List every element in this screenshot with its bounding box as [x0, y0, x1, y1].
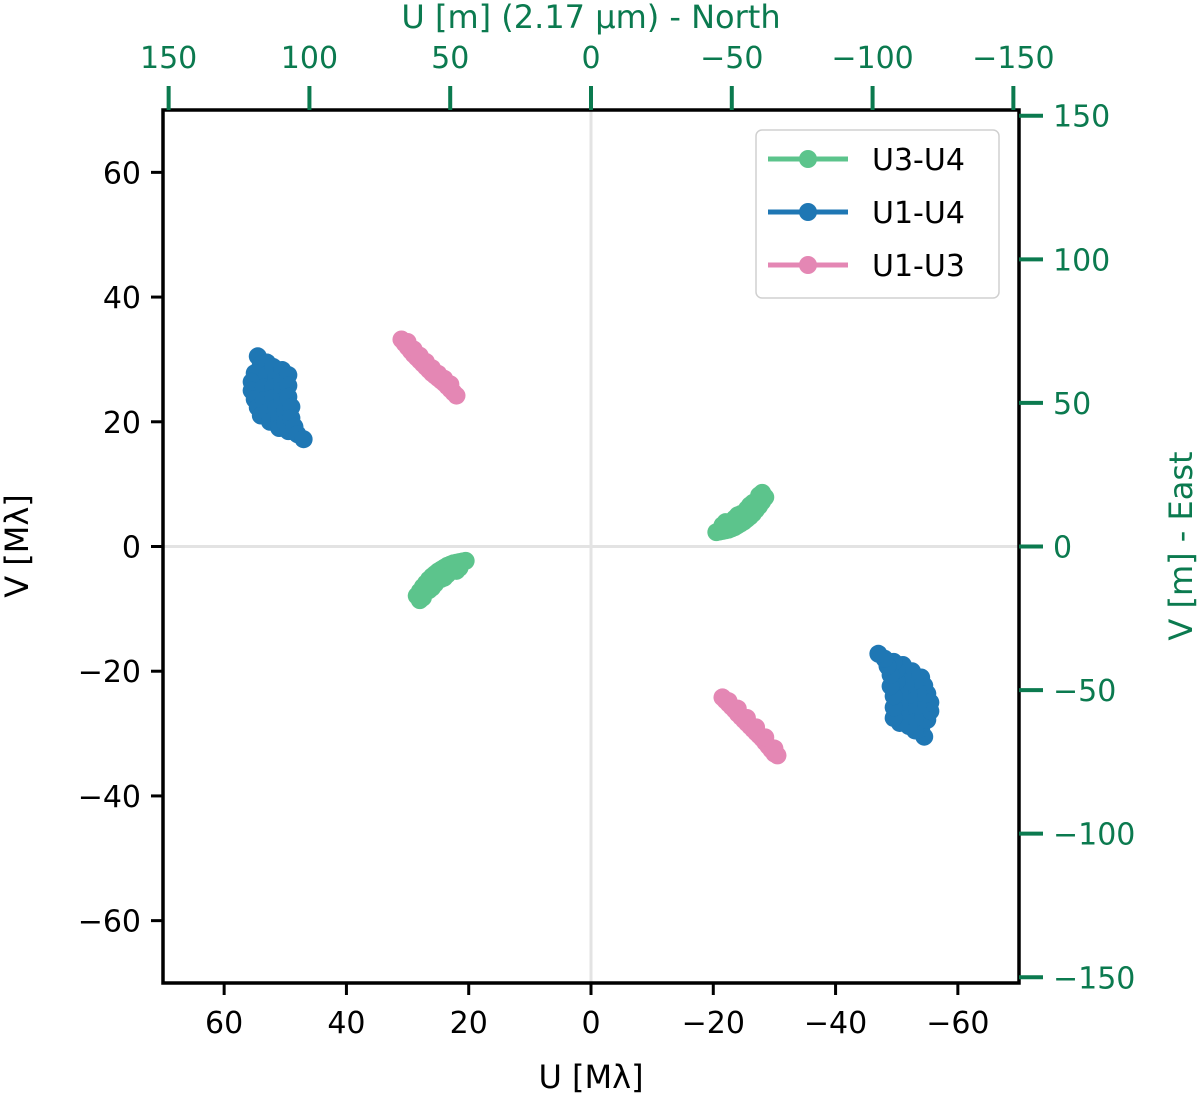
x-tick-label: −40 — [804, 1006, 867, 1041]
data-point — [441, 375, 460, 394]
y-tick-label: 20 — [103, 406, 141, 441]
y-axis-label: V [Mλ] — [0, 494, 36, 598]
right-tick-label: 150 — [1053, 100, 1110, 135]
right-tick-label: −100 — [1053, 818, 1135, 853]
data-point — [447, 561, 466, 580]
y-tick-label: 60 — [103, 156, 141, 191]
legend-label-u1-u4: U1-U4 — [872, 196, 965, 231]
right-tick-label: 0 — [1053, 531, 1072, 566]
x-tick-label: 0 — [581, 1006, 600, 1041]
x-tick-label: 20 — [450, 1006, 488, 1041]
right-axis-label: V [m] - East — [1162, 451, 1200, 640]
x-tick-label: 40 — [327, 1006, 365, 1041]
right-tick-label: −150 — [1053, 961, 1135, 996]
data-point — [423, 578, 442, 597]
x-tick-label: −20 — [682, 1006, 745, 1041]
top-tick-label: 100 — [281, 41, 338, 76]
right-tick-label: −50 — [1053, 674, 1116, 709]
legend-swatch-marker-u3-u4 — [799, 150, 817, 168]
legend-label-u1-u3: U1-U3 — [872, 249, 965, 284]
data-point — [728, 506, 747, 525]
y-tick-label: 40 — [103, 281, 141, 316]
ticks-layer: 60 40 20 0 −20 −40 −60 60 40 20 0 −20 −40 −60 150 100 50… — [78, 41, 1136, 1041]
right-tick-label: 50 — [1053, 387, 1091, 422]
zero-lines — [163, 110, 1019, 983]
x-tick-label: −60 — [926, 1006, 989, 1041]
top-tick-label: −100 — [831, 41, 913, 76]
top-axis-label: U [m] (2.17 µm) - North — [401, 0, 780, 36]
legend-frame — [755, 129, 1000, 299]
top-tick-label: −50 — [700, 41, 763, 76]
right-tick-label: 100 — [1053, 243, 1110, 278]
series-u1-u3 — [392, 330, 787, 765]
y-tick-label: 0 — [122, 531, 141, 566]
legend-label-u3-u4: U3-U4 — [872, 143, 965, 178]
data-point — [740, 496, 759, 515]
top-tick-label: 0 — [581, 41, 600, 76]
legend-swatch-marker-u1-u3 — [799, 256, 817, 274]
y-tick-label: −20 — [78, 655, 141, 690]
data-point — [753, 483, 772, 502]
y-tick-label: −60 — [78, 905, 141, 940]
legend: U3-U4 U1-U4 U1-U3 — [755, 129, 1000, 299]
data-point — [294, 430, 313, 449]
legend-swatch-marker-u1-u4 — [799, 203, 817, 221]
series-u1-u4 — [242, 347, 940, 746]
series-layer — [242, 330, 940, 765]
x-tick-label: 60 — [205, 1006, 243, 1041]
x-axis-label: U [Mλ] — [538, 1058, 643, 1096]
top-tick-label: −150 — [972, 41, 1054, 76]
data-point — [869, 644, 888, 663]
series-u3-u4 — [407, 483, 775, 610]
top-tick-label: 50 — [431, 41, 469, 76]
data-point — [765, 739, 784, 758]
data-point — [410, 591, 429, 610]
top-tick-label: 150 — [140, 41, 197, 76]
y-tick-label: −40 — [78, 780, 141, 815]
